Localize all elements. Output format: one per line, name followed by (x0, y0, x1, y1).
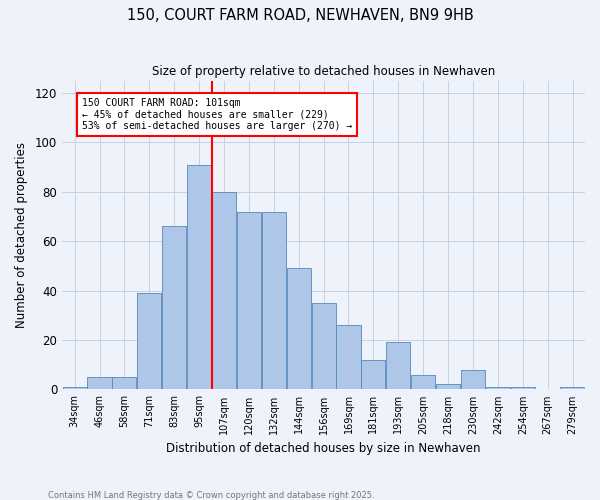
Bar (262, 212, 286, 390)
Bar (237, 212, 261, 390)
Text: 150, COURT FARM ROAD, NEWHAVEN, BN9 9HB: 150, COURT FARM ROAD, NEWHAVEN, BN9 9HB (127, 8, 473, 22)
Bar (187, 164, 211, 390)
Bar (486, 387, 510, 390)
Bar (137, 293, 161, 390)
Bar (112, 377, 136, 390)
Bar (461, 370, 485, 390)
Bar (88, 377, 112, 390)
Bar (411, 374, 435, 390)
X-axis label: Distribution of detached houses by size in Newhaven: Distribution of detached houses by size … (166, 442, 481, 455)
Text: Contains HM Land Registry data © Crown copyright and database right 2025.: Contains HM Land Registry data © Crown c… (48, 490, 374, 500)
Bar (62, 387, 87, 390)
Bar (311, 303, 335, 390)
Bar (511, 387, 535, 390)
Y-axis label: Number of detached properties: Number of detached properties (15, 142, 28, 328)
Bar (212, 192, 236, 390)
Bar (162, 226, 186, 390)
Bar (287, 268, 311, 390)
Title: Size of property relative to detached houses in Newhaven: Size of property relative to detached ho… (152, 65, 495, 78)
Text: 150 COURT FARM ROAD: 101sqm
← 45% of detached houses are smaller (229)
53% of se: 150 COURT FARM ROAD: 101sqm ← 45% of det… (82, 98, 352, 131)
Bar (436, 384, 460, 390)
Bar (386, 342, 410, 390)
Bar (337, 325, 361, 390)
Bar (560, 387, 584, 390)
Bar (361, 360, 385, 390)
